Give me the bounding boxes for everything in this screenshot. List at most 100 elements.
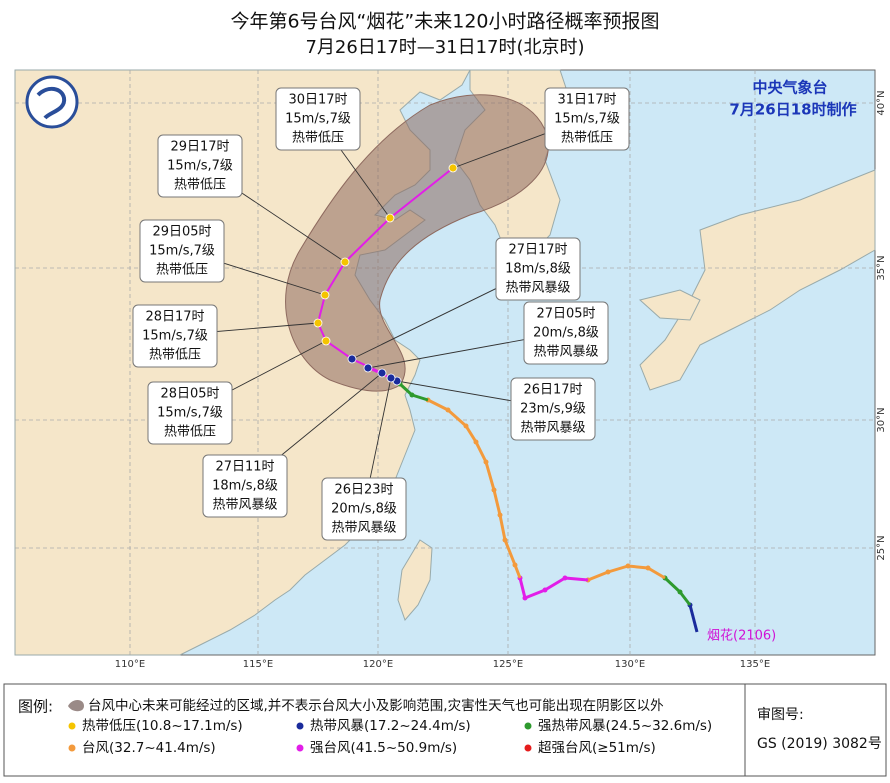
forecast-wind: 20m/s,8级 [533,326,599,341]
forecast-wind: 15m/s,7级 [285,112,351,127]
forecast-wind: 18m/s,8级 [212,479,278,494]
taiwan [397,539,433,621]
forecast-wind: 15m/s,7级 [157,406,223,421]
legend: 图例: 台风中心未来可能经过的区域,并不表示台风大小及影响范围,灾害性天气也可能… [3,683,887,777]
past-track [484,461,496,491]
legend-marker [296,744,304,752]
lon-label: 125°E [493,659,523,670]
forecast-grade: 热带低压 [164,425,216,440]
legend-label: 热带低压(10.8~17.1m/s) [82,718,243,734]
forecast-box [544,87,630,151]
forecast-grade: 热带低压 [149,348,201,363]
forecast-grade: 热带风暴级 [533,345,598,360]
past-track [503,539,517,566]
forecast-wind: 23m/s,9级 [520,402,586,417]
past-track [492,489,502,516]
agency-made: 7月26日18时制作 [729,101,856,119]
forecast-wind: 20m/s,8级 [331,502,397,517]
forecast-time: 29日17时 [170,140,229,155]
forecast-labels: 30日17时15m/s,7级热带低压31日17时15m/s,7级热带低压29日1… [132,87,630,541]
past-track [498,514,507,541]
legend-label: 强热带风暴(24.5~32.6m/s) [538,718,712,734]
forecast-box [147,381,233,445]
past-track [678,591,692,606]
legend-cone: 台风中心未来可能经过的区域,并不表示台风大小及影响范围,灾害性天气也可能出现在阴… [88,697,664,714]
forecast-box [202,454,288,518]
lon-label: 115°E [243,659,273,670]
past-track [564,576,589,582]
forecast-grade: 热带低压 [174,178,226,193]
past-track [518,577,527,599]
past-track [427,398,449,412]
probability-cone [285,94,549,392]
legend-cone-icon [68,700,84,712]
forecast-box [132,304,218,368]
forecast-point [363,363,373,373]
legend-marker [68,722,76,730]
forecast-time: 31日17时 [557,93,616,108]
forecast-time: 26日17时 [523,383,582,398]
logo [25,75,79,129]
forecast-box [495,237,581,301]
japan-west [638,289,701,321]
past-track [474,441,488,463]
legend-marker [524,722,532,730]
past-track [627,564,649,570]
past-track [647,566,666,580]
past-track [464,425,478,443]
forecast-point [386,373,396,383]
past-track [544,576,566,592]
forecast-time: 27日11时 [215,460,274,475]
agency-name: 中央气象台 [752,79,827,97]
map-area: 110°E 115°E 120°E 125°E 130°E 135°E 25°N 30°N 35… [14,69,887,670]
map-number-label: 审图号: [757,707,804,723]
forecast-grade: 热带风暴级 [212,498,277,513]
lat-label: 30°N [876,407,887,432]
forecast-time: 30日17时 [288,93,347,108]
forecast-grade: 热带低压 [292,131,344,146]
forecast-point [347,354,357,364]
forecast-box [157,134,243,198]
forecast-point [448,163,458,173]
forecast-time: 27日05时 [536,307,595,322]
past-track [447,408,467,428]
lon-label: 120°E [363,659,393,670]
lat-label: 35°N [876,255,887,280]
forecast-point [320,290,330,300]
forecast-point [313,318,323,328]
forecast-time: 26日23时 [334,483,393,498]
track [316,167,699,633]
legend-label: 热带风暴(17.2~24.4m/s) [310,718,471,734]
legend-title: 图例: [18,698,53,716]
lon-label: 135°E [740,659,770,670]
forecast-point [321,336,331,346]
title: 今年第6号台风“烟花”未来120小时路径概率预报图 [230,11,659,33]
map-number: GS (2019) 3082号 [757,736,882,752]
forecast-time: 27日17时 [508,243,567,258]
forecast-grade: 热带风暴级 [331,521,396,536]
forecast-point [385,213,395,223]
lat-label: 25°N [876,535,887,560]
forecast-point [340,257,350,267]
lon-label: 130°E [615,659,645,670]
forecast-box [321,477,407,541]
typhoon-label: 烟花(2106) [707,628,776,644]
lat-label: 40°N [876,90,887,115]
past-track [587,570,609,582]
legend-label: 超强台风(≥51m/s) [538,740,656,756]
forecast-point [377,368,387,378]
past-track [398,382,414,397]
forecast-grade: 热带低压 [156,263,208,278]
forecast-grade: 热带风暴级 [505,281,570,296]
forecast-time: 29日05时 [152,225,211,240]
forecast-box [275,87,361,151]
forecast-wind: 15m/s,7级 [554,112,620,127]
lon-label: 110°E [115,659,145,670]
forecast-time: 28日17时 [145,310,204,325]
legend-marker [68,744,76,752]
forecast-time: 28日05时 [160,387,219,402]
past-track [663,576,682,594]
legend-marker [524,744,532,752]
legend-frame [3,683,887,777]
